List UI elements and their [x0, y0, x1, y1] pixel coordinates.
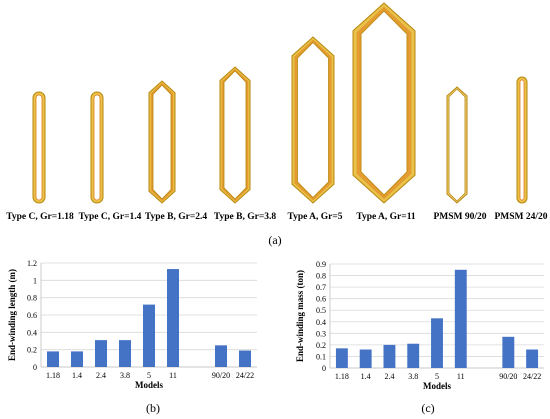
bar: [407, 343, 420, 368]
coil-shape: [516, 76, 528, 204]
y-tick-label: 1.2: [27, 259, 37, 268]
x-tick-label: 1.18: [335, 372, 349, 381]
x-tick-label: 3.8: [120, 371, 130, 380]
x-tick-label: 5: [147, 371, 151, 380]
x-tick-label: 90/20: [499, 372, 517, 381]
coil-label: Type A, Gr=11: [356, 212, 416, 222]
bar: [167, 269, 179, 367]
y-tick-label: 1: [33, 276, 37, 285]
x-tick-label: 5: [435, 372, 439, 381]
chart-b-end-winding-length: 0 0.2 0.4 0.6 0.8 1 1.2 1.18 1.4 2.4 3.8 5 11 90/20 24…: [7, 259, 257, 415]
x-tick-label: 1.4: [72, 371, 82, 380]
bar: [215, 345, 227, 367]
x-tick-label: 24/22: [523, 372, 541, 381]
coil-shape: [148, 80, 176, 204]
bar: [526, 349, 539, 368]
bar: [454, 269, 467, 368]
bar: [502, 336, 515, 368]
bar: [95, 340, 107, 367]
coil-label: Type B, Gr=3.8: [214, 212, 276, 222]
coil-shape: [446, 86, 468, 204]
coil-label: Type C, Gr=1.18: [6, 212, 74, 222]
x-tick-label: 11: [169, 371, 177, 380]
x-tick-label: 3.8: [408, 372, 418, 381]
y-axis-title: End-winding length (m): [7, 269, 17, 361]
y-tick-label: 0.2: [27, 346, 37, 355]
coil-shape: [90, 91, 104, 204]
coil-shape: [219, 66, 251, 204]
coil-shape: [352, 2, 416, 204]
x-tick-label: 11: [457, 372, 465, 381]
y-tick-label: 0.8: [316, 272, 326, 281]
coil-label: Type C, Gr=1.4: [79, 212, 142, 222]
bar: [47, 351, 59, 367]
bar: [335, 348, 348, 368]
y-tick-label: 0.9: [316, 260, 326, 269]
y-tick-label: 0.6: [316, 295, 326, 304]
bar: [239, 350, 251, 367]
y-tick-label: 0.5: [316, 306, 326, 315]
panel-label: (c): [421, 401, 434, 415]
x-tick-label: 1.4: [361, 372, 371, 381]
y-tick-label: 0.3: [316, 329, 326, 338]
y-tick-label: 0.4: [27, 328, 37, 337]
x-tick-label: 2.4: [384, 372, 394, 381]
x-tick-label: 24/22: [236, 371, 254, 380]
x-tick-label: 90/20: [212, 371, 230, 380]
coil-shape: [32, 91, 46, 204]
coil-label: PMSM 90/20: [433, 212, 486, 222]
y-tick-label: 0.7: [316, 283, 326, 292]
y-tick-label: 0.2: [316, 341, 326, 350]
bar: [143, 304, 155, 367]
panel-label: (b): [146, 401, 160, 415]
y-tick-label: 0.1: [316, 352, 326, 361]
coil-label: Type A, Gr=5: [287, 212, 342, 222]
bar: [119, 340, 131, 367]
y-tick-label: 0: [33, 363, 37, 372]
x-tick-label: 1.18: [46, 371, 60, 380]
x-axis-title: Models: [423, 381, 451, 391]
y-tick-label: 0.4: [316, 318, 326, 327]
y-tick-label: 0.8: [27, 294, 37, 303]
coil-label: PMSM 24/20: [494, 212, 547, 222]
bar: [383, 344, 396, 368]
panel-a-label: (a): [268, 233, 281, 247]
y-tick-label: 0.6: [27, 311, 37, 320]
x-tick-label: 2.4: [96, 371, 106, 380]
coil-label: Type B, Gr=2.4: [145, 212, 207, 222]
coil-shape: [291, 36, 335, 204]
y-axis-title: End-winding mass (ton): [295, 270, 305, 362]
bar: [431, 318, 443, 368]
x-axis-title: Models: [135, 380, 163, 390]
bar: [359, 349, 372, 368]
y-tick-label: 0: [322, 364, 326, 373]
bar: [71, 351, 83, 367]
chart-c-end-winding-mass: 0 0.1 0.2 0.3 0.4 0.5 0.6 0.7 0.8 0.9 1.18 1.4 2.4 3.…: [295, 260, 544, 415]
panel-a-coil-illustrations: Type C, Gr=1.18 Type C, Gr=1.4 Type B, Gr=…: [6, 2, 548, 222]
